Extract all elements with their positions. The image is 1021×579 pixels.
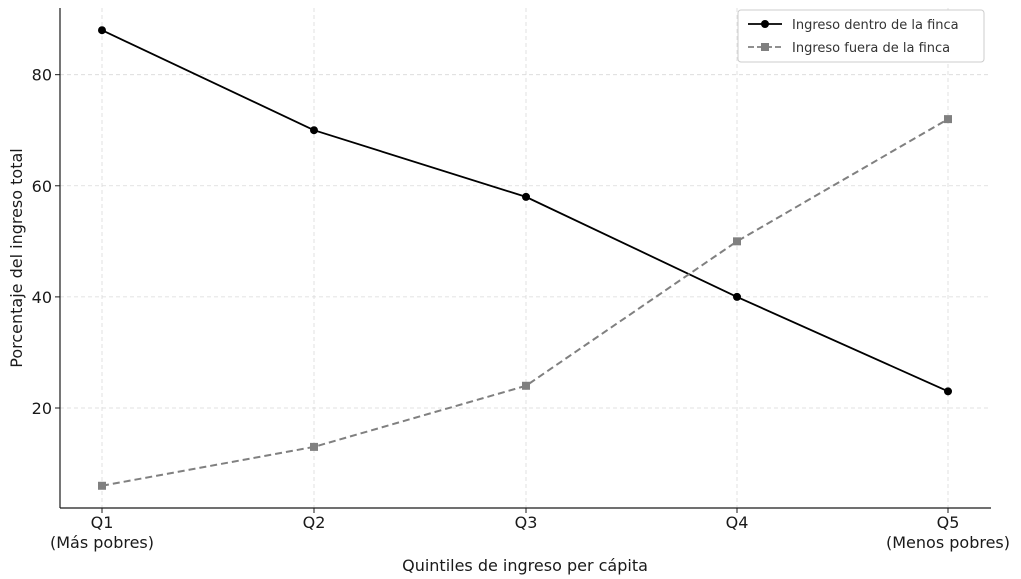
y-tick-label: 60 bbox=[32, 177, 52, 196]
x-axis-title: Quintiles de ingreso per cápita bbox=[402, 556, 648, 575]
data-point bbox=[733, 292, 741, 301]
data-point bbox=[944, 387, 952, 396]
data-point bbox=[522, 192, 530, 201]
x-tick-label: Q1 bbox=[91, 513, 114, 532]
y-tick-label: 20 bbox=[32, 399, 52, 418]
y-tick-label: 40 bbox=[32, 288, 52, 307]
x-tick-label: Q4 bbox=[726, 513, 749, 532]
data-point bbox=[310, 442, 318, 451]
x-tick-label: Q3 bbox=[515, 513, 538, 532]
legend-swatch-marker bbox=[761, 20, 769, 28]
x-tick-sublabel: (Menos pobres) bbox=[886, 533, 1010, 552]
legend: Ingreso dentro de la finca Ingreso fuera … bbox=[737, 9, 985, 63]
legend-entry: Ingreso fuera de la finca bbox=[748, 41, 950, 56]
legend-label: Ingreso fuera de la finca bbox=[792, 41, 950, 56]
legend-swatch-marker bbox=[761, 43, 769, 51]
axes bbox=[59, 8, 991, 509]
ticks: Q1(Más pobres) Q2 Q3 Q4 Q5(Menos pobres) 20 40… bbox=[32, 66, 1010, 552]
legend-label: Ingreso dentro de la finca bbox=[792, 18, 959, 33]
data-point bbox=[733, 237, 741, 246]
series-line bbox=[101, 29, 949, 393]
data-point bbox=[98, 481, 106, 490]
y-axis-title: Porcentaje del ingreso total bbox=[7, 148, 26, 367]
series-line bbox=[101, 118, 949, 487]
y-tick-label: 80 bbox=[32, 66, 52, 85]
data-point bbox=[310, 126, 318, 135]
data-point bbox=[522, 381, 530, 390]
legend-box bbox=[737, 9, 985, 63]
x-tick-sublabel: (Más pobres) bbox=[50, 533, 154, 552]
legend-entry: Ingreso dentro de la finca bbox=[748, 18, 959, 33]
data-point bbox=[944, 115, 952, 124]
series-2 bbox=[98, 115, 952, 490]
legend-entries: Ingreso dentro de la finca Ingreso fuera … bbox=[748, 18, 959, 56]
x-tick-label: Q5 bbox=[937, 513, 960, 532]
grid bbox=[60, 8, 991, 508]
series-1 bbox=[98, 26, 952, 396]
series bbox=[98, 26, 952, 490]
data-point bbox=[98, 26, 106, 35]
x-tick-label: Q2 bbox=[303, 513, 326, 532]
